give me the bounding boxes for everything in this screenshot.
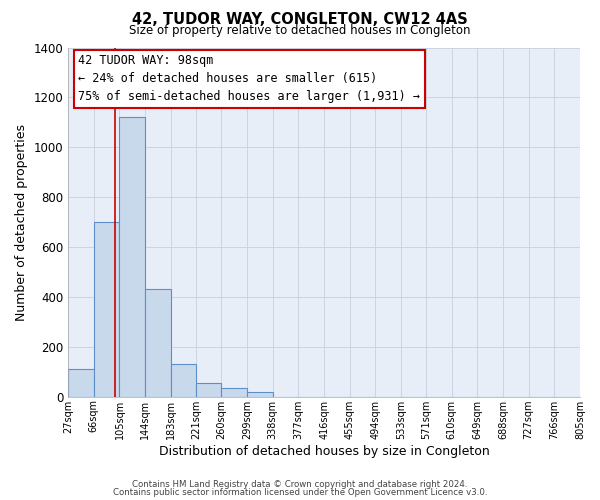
- Y-axis label: Number of detached properties: Number of detached properties: [15, 124, 28, 320]
- Text: Contains public sector information licensed under the Open Government Licence v3: Contains public sector information licen…: [113, 488, 487, 497]
- Text: Size of property relative to detached houses in Congleton: Size of property relative to detached ho…: [129, 24, 471, 37]
- Bar: [119, 118, 145, 396]
- Bar: [171, 364, 196, 396]
- Bar: [68, 369, 94, 396]
- Text: 42 TUDOR WAY: 98sqm
← 24% of detached houses are smaller (615)
75% of semi-detac: 42 TUDOR WAY: 98sqm ← 24% of detached ho…: [79, 54, 421, 104]
- Bar: [196, 383, 221, 396]
- X-axis label: Distribution of detached houses by size in Congleton: Distribution of detached houses by size …: [159, 444, 490, 458]
- Bar: [94, 222, 119, 396]
- Bar: [247, 392, 273, 396]
- Bar: [145, 290, 171, 397]
- Bar: [221, 388, 247, 396]
- Text: 42, TUDOR WAY, CONGLETON, CW12 4AS: 42, TUDOR WAY, CONGLETON, CW12 4AS: [132, 12, 468, 28]
- Text: Contains HM Land Registry data © Crown copyright and database right 2024.: Contains HM Land Registry data © Crown c…: [132, 480, 468, 489]
